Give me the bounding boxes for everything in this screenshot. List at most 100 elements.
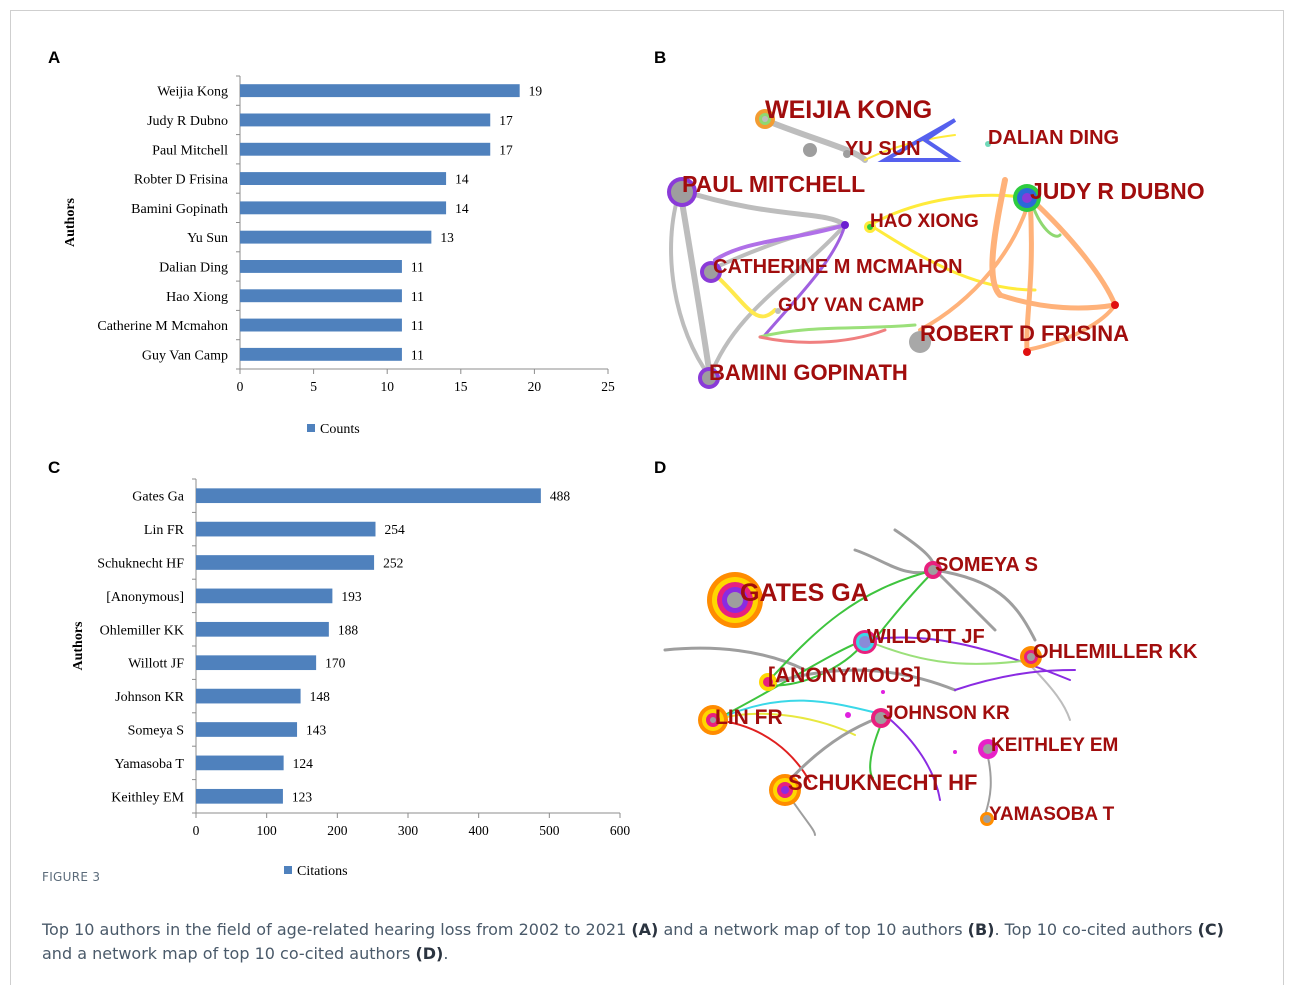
data-label: 193 [341, 589, 362, 604]
panel-label-b: B [654, 48, 667, 67]
category-label: Johnson KR [115, 690, 185, 705]
bar [196, 755, 284, 771]
data-label: 143 [306, 723, 327, 738]
caption-text: . Top 10 co-cited authors [994, 920, 1198, 939]
x-tick-label: 10 [380, 379, 394, 394]
category-label: Keithley EM [111, 790, 184, 805]
node-label-johnson-kr: JOHNSON KR [883, 703, 1010, 724]
category-label: Robter D Frisina [134, 173, 229, 188]
data-label: 11 [411, 259, 424, 274]
bar [240, 113, 491, 127]
node-label-paul-mitchell: PAUL MITCHELL [682, 171, 865, 197]
node-label-guy-van-camp: GUY VAN CAMP [778, 295, 924, 316]
bar [240, 289, 402, 303]
bar [240, 318, 402, 332]
node-label-yu-sun: YU SUN [845, 138, 921, 160]
data-label: 123 [292, 789, 313, 804]
data-label: 11 [411, 347, 424, 362]
x-tick-label: 100 [257, 823, 278, 838]
category-label: Lin FR [144, 523, 185, 538]
data-label: 124 [293, 756, 314, 771]
x-tick-label: 15 [454, 379, 468, 394]
bar [196, 722, 298, 737]
category-label: Schuknecht HF [97, 557, 184, 572]
data-label: 14 [455, 201, 469, 216]
y-axis-label: Authors [63, 197, 78, 247]
network-labels: SOMEYA S GATES GA WILLOTT JF OHLEMILLER … [715, 554, 1198, 825]
network-labels: WEIJIA KONG YU SUN DALIAN DING PAUL MITC… [682, 96, 1205, 385]
data-label: 14 [455, 172, 469, 187]
y-axis-label: Authors [71, 621, 86, 671]
x-tick-label: 600 [610, 823, 631, 838]
x-tick-label: 200 [327, 823, 348, 838]
data-label: 11 [411, 289, 424, 304]
node-label-someya-s: SOMEYA S [935, 554, 1038, 576]
node-label-hao-xiong: HAO XIONG [870, 211, 979, 232]
node-label-bamini-gopinath: BAMINI GOPINATH [709, 360, 908, 385]
caption-text: and a network map of top 10 authors [658, 920, 968, 939]
bar [240, 347, 402, 361]
category-label: Bamini Gopinath [131, 202, 228, 217]
panel-label-c: C [48, 458, 61, 477]
node-label-keithley-em: KEITHLEY EM [991, 735, 1118, 756]
node-label-willott-jf: WILLOTT JF [867, 626, 985, 648]
node-label-gates-ga: GATES GA [740, 579, 869, 607]
category-label: Guy Van Camp [142, 348, 228, 363]
category-label: Paul Mitchell [152, 143, 228, 158]
figure-caption: Top 10 authors in the field of age-relat… [42, 918, 1252, 966]
bar [196, 788, 283, 804]
network-map-authors: WEIJIA KONG YU SUN DALIAN DING PAUL MITC… [667, 96, 1205, 389]
bar [240, 84, 520, 98]
bar [240, 201, 447, 215]
x-tick-label: 400 [469, 823, 490, 838]
node-label-dalian-ding: DALIAN DING [988, 127, 1119, 149]
bar [196, 688, 301, 704]
bar [196, 488, 541, 504]
bar [240, 172, 447, 185]
category-label: Yamasoba T [115, 757, 185, 772]
category-label: Yu Sun [187, 231, 228, 246]
category-label: Ohlemiller KK [100, 623, 184, 638]
figure-label: FIGURE 3 [42, 870, 101, 884]
data-label: 488 [550, 489, 571, 504]
category-label: Catherine M Mcmahon [97, 319, 228, 334]
network-nodes [698, 561, 1042, 826]
node-label-ohlemiller-kk: OHLEMILLER KK [1033, 641, 1198, 663]
caption-text: Top 10 authors in the field of age-relat… [42, 920, 632, 939]
category-label: Hao Xiong [166, 290, 228, 305]
bar-chart-cocited-authors: Gates Ga 488 Lin FR 254 Schuknecht HF 252 [Ano… [71, 478, 631, 879]
bar [240, 142, 491, 156]
bar [196, 588, 333, 604]
caption-ref-d: (D) [415, 944, 444, 963]
category-label: Gates Ga [132, 490, 184, 505]
x-tick-label: 5 [310, 379, 317, 394]
data-label: 13 [440, 230, 454, 245]
legend-label: Citations [297, 864, 348, 879]
node-label-catherine-m-mcmahon: CATHERINE M MCMAHON [713, 256, 963, 278]
node-label-robert-d-frisina: ROBERT D FRISINA [920, 321, 1129, 346]
caption-text: . [443, 944, 449, 963]
category-label: [Anonymous] [106, 590, 184, 605]
caption-ref-c: (C) [1197, 920, 1224, 939]
legend-swatch [307, 424, 315, 432]
panel-label-d: D [654, 458, 667, 477]
panel-label-a: A [48, 48, 61, 67]
data-label: 252 [383, 556, 403, 571]
data-label: 19 [529, 84, 543, 99]
node-label-yamasoba-t: YAMASOBA T [989, 804, 1115, 825]
x-tick-label: 500 [539, 823, 560, 838]
x-tick-label: 20 [528, 379, 542, 394]
category-label: Weijia Kong [157, 85, 228, 100]
bar [196, 555, 375, 570]
bar [240, 260, 402, 273]
node-label-lin-fr: LIN FR [715, 706, 783, 729]
caption-text: and a network map of top 10 co-cited aut… [42, 944, 416, 963]
data-label: 148 [310, 689, 331, 704]
data-label: 17 [499, 142, 513, 157]
bar [196, 621, 329, 637]
category-label: Dalian Ding [159, 260, 228, 275]
bar [196, 655, 317, 671]
data-label: 254 [384, 522, 405, 537]
data-label: 17 [499, 113, 513, 128]
node-label-anonymous: [ANONYMOUS] [768, 664, 921, 687]
